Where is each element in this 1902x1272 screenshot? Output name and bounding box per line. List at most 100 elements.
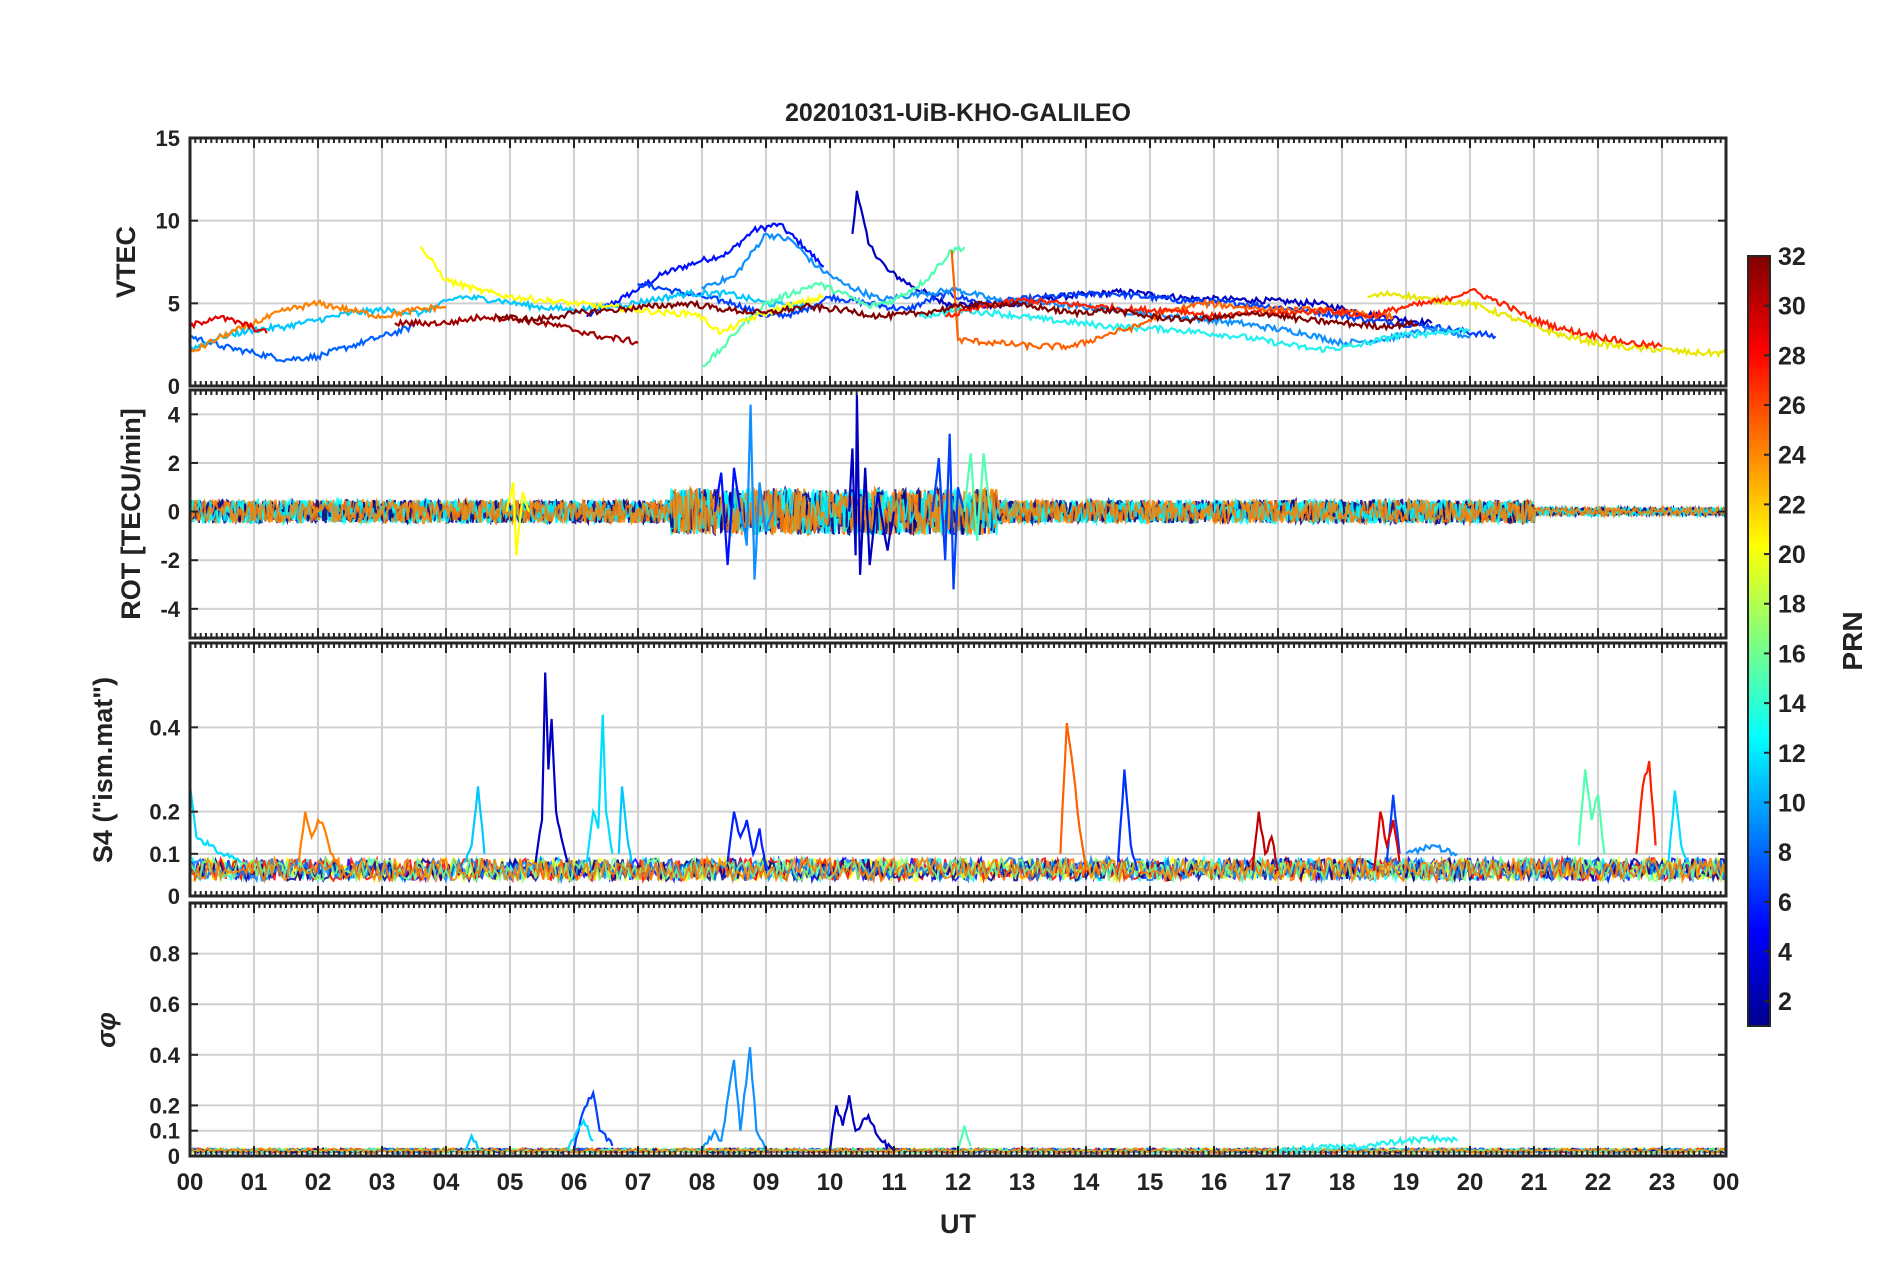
series-line-prn-29 bbox=[1372, 811, 1401, 871]
series-line-prn-24 bbox=[190, 298, 447, 354]
x-tick-label: 02 bbox=[305, 1169, 332, 1196]
panel-rot-ticks: -4 -2 0 2 4 bbox=[160, 390, 1727, 638]
panel-vtec: 0 5 10 15 VTEC bbox=[111, 126, 1728, 399]
series-noise-line bbox=[190, 484, 1726, 535]
x-tick-label: 12 bbox=[945, 1169, 972, 1196]
series-line-prn-30 bbox=[1251, 811, 1280, 871]
series-line-prn-11 bbox=[190, 288, 806, 353]
y-tick-label: 0 bbox=[168, 884, 180, 909]
series-line-prn-4 bbox=[726, 811, 768, 871]
series-line-prn-3 bbox=[851, 190, 1433, 328]
series-line-prn-24 bbox=[297, 811, 345, 872]
panel-sigma-phi-ylabel: σφ bbox=[91, 1012, 121, 1048]
series-line-prn-3 bbox=[848, 394, 896, 575]
series-line-prn-12 bbox=[585, 714, 614, 863]
colorbar-bar bbox=[1747, 255, 1771, 1027]
y-tick-label: -2 bbox=[160, 548, 180, 573]
panel-rot-ylabel: ROT [TECU/min] bbox=[116, 408, 146, 619]
y-tick-label: -4 bbox=[160, 597, 180, 622]
panel-s4-series bbox=[190, 672, 1726, 885]
y-tick-label: 0.8 bbox=[149, 942, 180, 967]
x-tick-label: 23 bbox=[1649, 1169, 1676, 1196]
y-tick-label: 15 bbox=[156, 126, 180, 151]
y-tick-label: 0.4 bbox=[149, 715, 180, 740]
x-tick-label: 10 bbox=[817, 1169, 844, 1196]
x-tick-label: 00 bbox=[1713, 1169, 1740, 1196]
y-tick-label: 0.1 bbox=[149, 842, 180, 867]
colorbar-tick-label: 10 bbox=[1778, 789, 1806, 817]
colorbar-tick-label: 24 bbox=[1778, 442, 1806, 470]
panel-rot: -4 -2 0 2 4 ROT [TECU/min] bbox=[116, 388, 1728, 640]
x-tick-label: 08 bbox=[689, 1169, 716, 1196]
panel-sigma-phi-grid bbox=[190, 903, 1726, 1156]
x-tick-label: 18 bbox=[1329, 1169, 1356, 1196]
panel-s4-grid bbox=[190, 643, 1726, 896]
x-tick-label: 19 bbox=[1393, 1169, 1420, 1196]
x-tick-label: 11 bbox=[881, 1169, 906, 1196]
y-tick-label: 0 bbox=[168, 500, 180, 525]
panel-vtec-grid bbox=[190, 137, 1726, 386]
series-baseline-line bbox=[190, 854, 1726, 885]
y-tick-label: 10 bbox=[156, 209, 180, 234]
series-line-prn-5 bbox=[572, 1088, 614, 1152]
series-line-prn-11 bbox=[464, 1132, 480, 1152]
x-tick-label: 07 bbox=[625, 1169, 652, 1196]
series-line-prn-12 bbox=[566, 1117, 594, 1152]
y-tick-label: 0 bbox=[168, 1144, 180, 1169]
series-line-prn-9 bbox=[700, 1047, 768, 1152]
x-tick-label: 04 bbox=[433, 1169, 460, 1196]
series-line-prn-25 bbox=[1059, 722, 1088, 871]
colorbar-tick-label: 2 bbox=[1778, 988, 1792, 1016]
series-line-prn-9 bbox=[1405, 843, 1458, 857]
colorbar-tick-label: 4 bbox=[1778, 938, 1792, 966]
series-line-prn-13 bbox=[1277, 1133, 1459, 1156]
colorbar-tick-label: 12 bbox=[1778, 740, 1806, 768]
y-tick-label: 0.1 bbox=[149, 1119, 180, 1144]
panel-s4-ticks: 0 0.1 0.2 0.4 bbox=[149, 643, 1727, 909]
series-baseline-line bbox=[190, 854, 1726, 885]
series-line-prn-29 bbox=[190, 314, 268, 334]
series-line-prn-7 bbox=[190, 322, 415, 363]
colorbar-tick-label: 6 bbox=[1778, 889, 1792, 917]
series-line-prn-20 bbox=[1367, 289, 1726, 359]
y-tick-label: 5 bbox=[168, 291, 180, 316]
colorbar-tick-label: 14 bbox=[1778, 690, 1806, 718]
colorbar-tick-label: 32 bbox=[1778, 243, 1806, 271]
x-tick-label: 05 bbox=[497, 1169, 524, 1196]
series-line-prn-3 bbox=[534, 672, 569, 863]
series-line-prn-11 bbox=[464, 786, 486, 863]
panel-vtec-ticks: 0 5 10 15 bbox=[156, 126, 1727, 399]
y-tick-label: 0 bbox=[168, 374, 180, 399]
y-tick-label: 4 bbox=[168, 402, 181, 427]
x-tick-label: 21 bbox=[1521, 1169, 1548, 1196]
series-line-prn-3 bbox=[828, 1095, 895, 1152]
x-tick-label: 16 bbox=[1201, 1169, 1228, 1196]
y-tick-label: 0.6 bbox=[149, 992, 180, 1017]
series-line-prn-15 bbox=[963, 453, 992, 541]
panel-sigma-phi-ticks: 00.10.2 0.4 0.6 0.8 bbox=[149, 903, 1727, 1169]
series-line-prn-19 bbox=[505, 482, 531, 556]
colorbar-tick-label: 22 bbox=[1778, 491, 1806, 519]
x-tick-label: 09 bbox=[753, 1169, 780, 1196]
x-tick-label: 15 bbox=[1137, 1169, 1164, 1196]
x-tick-label: 01 bbox=[241, 1169, 268, 1196]
series-line-prn-11 bbox=[617, 786, 633, 863]
panel-vtec-ylabel: VTEC bbox=[111, 226, 141, 298]
x-tick-label: 03 bbox=[369, 1169, 396, 1196]
panel-s4-ylabel: S4 ("ism.mat") bbox=[88, 677, 118, 863]
x-tick-label: 17 bbox=[1265, 1169, 1292, 1196]
x-tick-label: 13 bbox=[1009, 1169, 1036, 1196]
panel-s4: 0 0.1 0.2 0.4 S4 ("ism.mat") bbox=[88, 641, 1728, 909]
x-tick-label: 20 bbox=[1457, 1169, 1484, 1196]
x-tick-label: 14 bbox=[1073, 1169, 1100, 1196]
series-baseline-line bbox=[190, 855, 1726, 884]
series-line-prn-27 bbox=[944, 287, 1663, 350]
series-line-prn-15 bbox=[956, 1125, 972, 1152]
y-tick-label: 2 bbox=[168, 451, 180, 476]
series-line-prn-27 bbox=[1635, 760, 1657, 854]
y-tick-label: 0.4 bbox=[149, 1043, 180, 1068]
colorbar-tick-label: 20 bbox=[1778, 541, 1806, 569]
panel-rot-series bbox=[190, 394, 1726, 590]
